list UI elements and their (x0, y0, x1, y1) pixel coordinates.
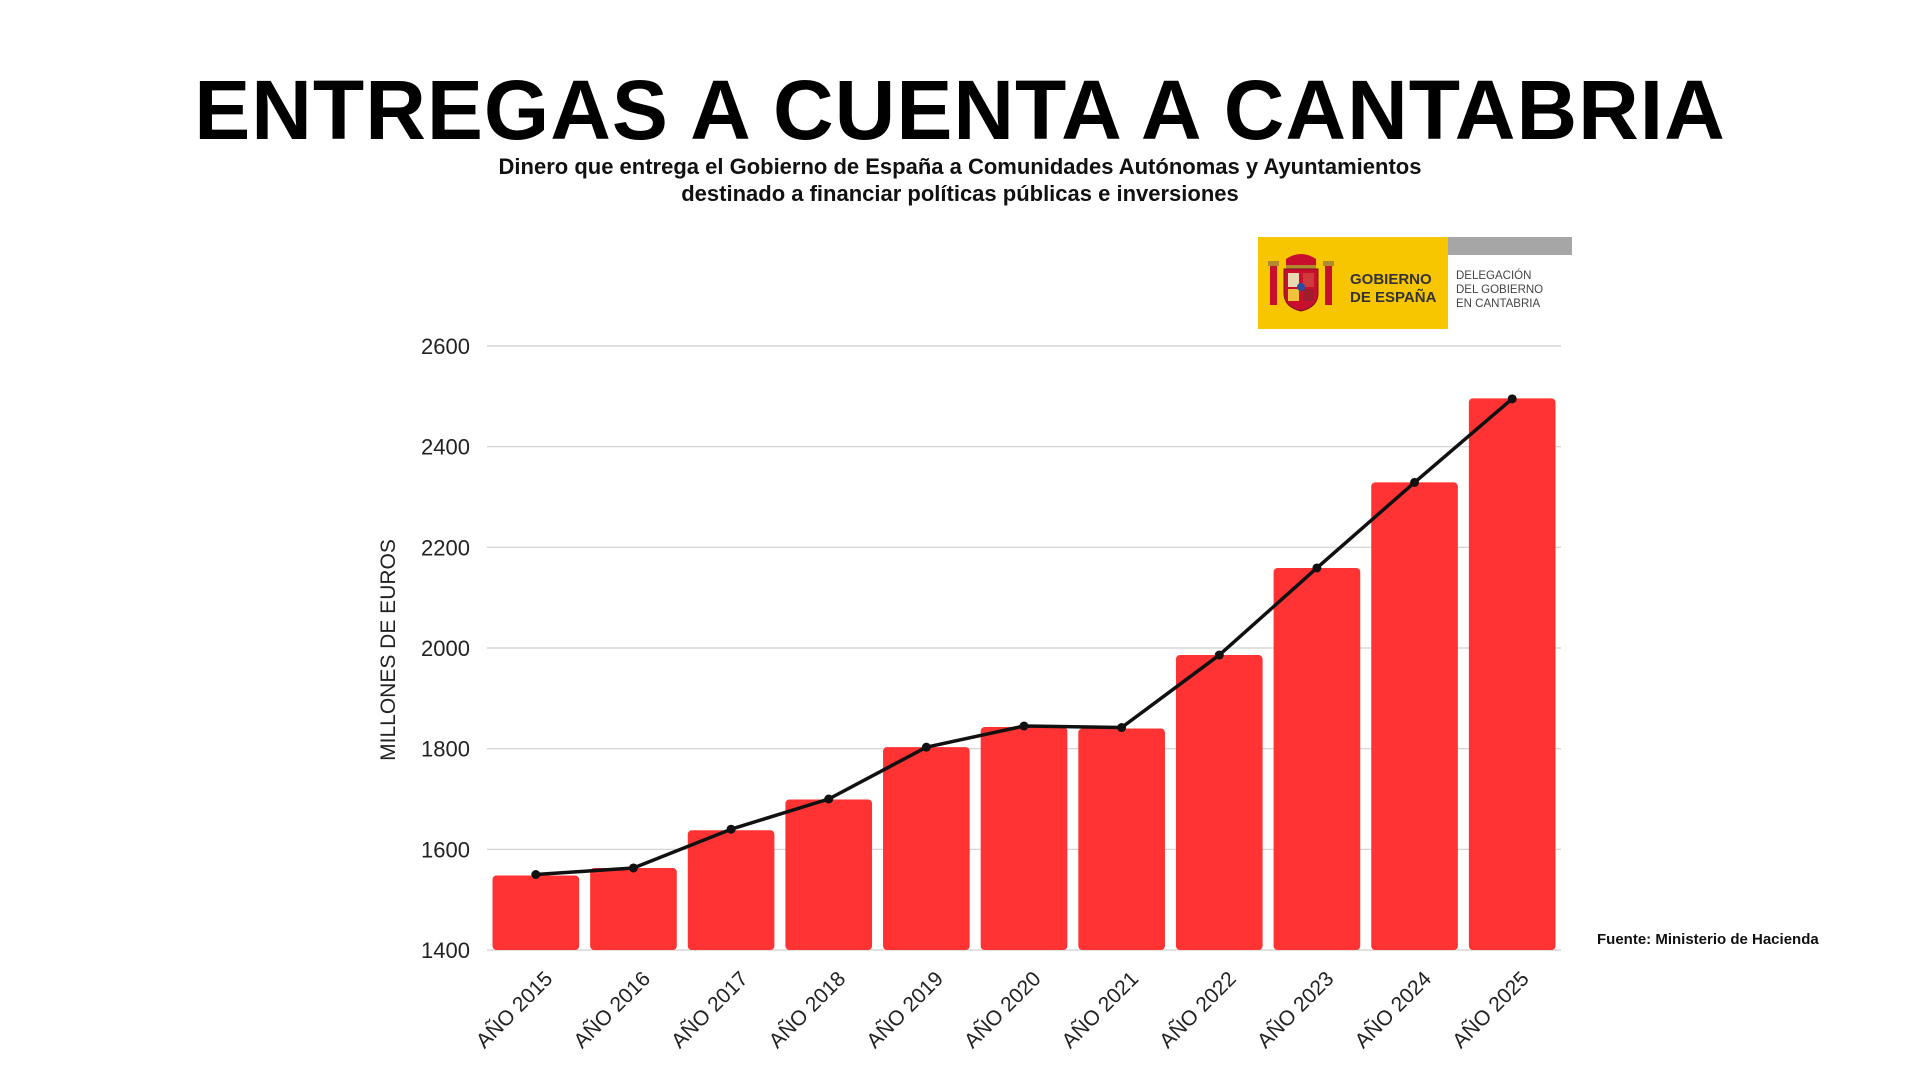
logo-gobierno-text: GOBIERNO DE ESPAÑA (1350, 271, 1436, 307)
x-tick-label-10: AÑO 2024 (1350, 966, 1437, 1053)
x-tick-label-3: AÑO 2017 (666, 967, 752, 1053)
x-tick-label-6: AÑO 2020 (959, 967, 1045, 1053)
bar-10 (1371, 482, 1458, 950)
y-tick-label-2600: 2600 (421, 334, 470, 359)
bar-9 (1273, 567, 1361, 950)
x-tick-label-2: AÑO 2016 (569, 967, 655, 1053)
coat-of-arms-icon (1268, 254, 1334, 312)
bar-7 (1078, 728, 1165, 950)
logo-delegacion-line-2: DEL GOBIERNO (1456, 284, 1544, 296)
x-axis-tick-labels: AÑO 2015 AÑO 2016 AÑO 2017 AÑO 2018 AÑO 2019… (471, 966, 1534, 1053)
y-tick-label-2400: 2400 (421, 435, 470, 460)
logo-delegacion-text: DELEGACIÓN DEL GOBIERNO EN CANTABRIA (1456, 269, 1543, 311)
x-tick-label-11: AÑO 2025 (1447, 967, 1533, 1053)
bar-4 (785, 799, 873, 950)
trend-point-6 (1019, 721, 1029, 731)
x-tick-label-4: AÑO 2018 (764, 967, 850, 1053)
bar-11 (1468, 398, 1556, 950)
trend-point-11 (1507, 394, 1517, 404)
x-tick-label-1: AÑO 2015 (471, 967, 557, 1053)
trend-point-1 (531, 870, 541, 879)
bars (492, 398, 1556, 950)
gobierno-logo: GOBIERNO DE ESPAÑA DELEGACIÓN DEL GOBIER… (1258, 237, 1572, 329)
y-axis-label: MILLONES DE EUROS (377, 539, 400, 761)
trend-point-7 (1117, 723, 1127, 733)
bar-1 (492, 875, 580, 950)
x-tick-label-5: AÑO 2019 (862, 967, 948, 1053)
trend-point-2 (628, 863, 638, 873)
logo-delegacion-line-3: EN CANTABRIA (1456, 298, 1541, 310)
logo-delegacion-line-1: DELEGACIÓN (1456, 270, 1532, 282)
y-tick-label-2200: 2200 (421, 535, 470, 560)
trend-point-4 (824, 794, 834, 804)
trend-point-3 (726, 824, 736, 834)
x-tick-label-9: AÑO 2023 (1252, 967, 1338, 1053)
bar-2 (590, 867, 677, 950)
source-note: Fuente: Ministerio de Hacienda (1597, 931, 1819, 948)
trend-point-5 (921, 742, 931, 752)
y-tick-label-2000: 2000 (421, 636, 470, 661)
bar-8 (1175, 655, 1263, 950)
subtitle-line-2: destinado a financiar políticas públicas… (681, 181, 1239, 206)
logo-gray-bar (1448, 237, 1572, 255)
trend-line-group (531, 394, 1517, 879)
bar-6 (980, 727, 1068, 950)
bar-5 (883, 747, 970, 950)
logo-gobierno-line-2: DE ESPAÑA (1350, 289, 1437, 306)
x-tick-label-7: AÑO 2021 (1057, 967, 1143, 1053)
trend-point-9 (1312, 563, 1322, 573)
y-axis-tick-labels: 1400 1600 1800 2000 2200 2400 2600 (421, 334, 470, 963)
subtitle-line-1: Dinero que entrega el Gobierno de España… (498, 154, 1422, 179)
y-tick-label-1800: 1800 (421, 737, 470, 762)
y-tick-label-1600: 1600 (421, 837, 470, 862)
bar-3 (687, 830, 775, 950)
logo-gobierno-line-1: GOBIERNO (1350, 271, 1432, 288)
x-tick-label-8: AÑO 2022 (1154, 967, 1240, 1053)
trend-point-8 (1214, 650, 1224, 660)
y-tick-label-1400: 1400 (421, 938, 470, 963)
trend-point-10 (1410, 477, 1420, 487)
page-title: ENTREGAS A CUENTA A CANTABRIA (194, 63, 1726, 157)
